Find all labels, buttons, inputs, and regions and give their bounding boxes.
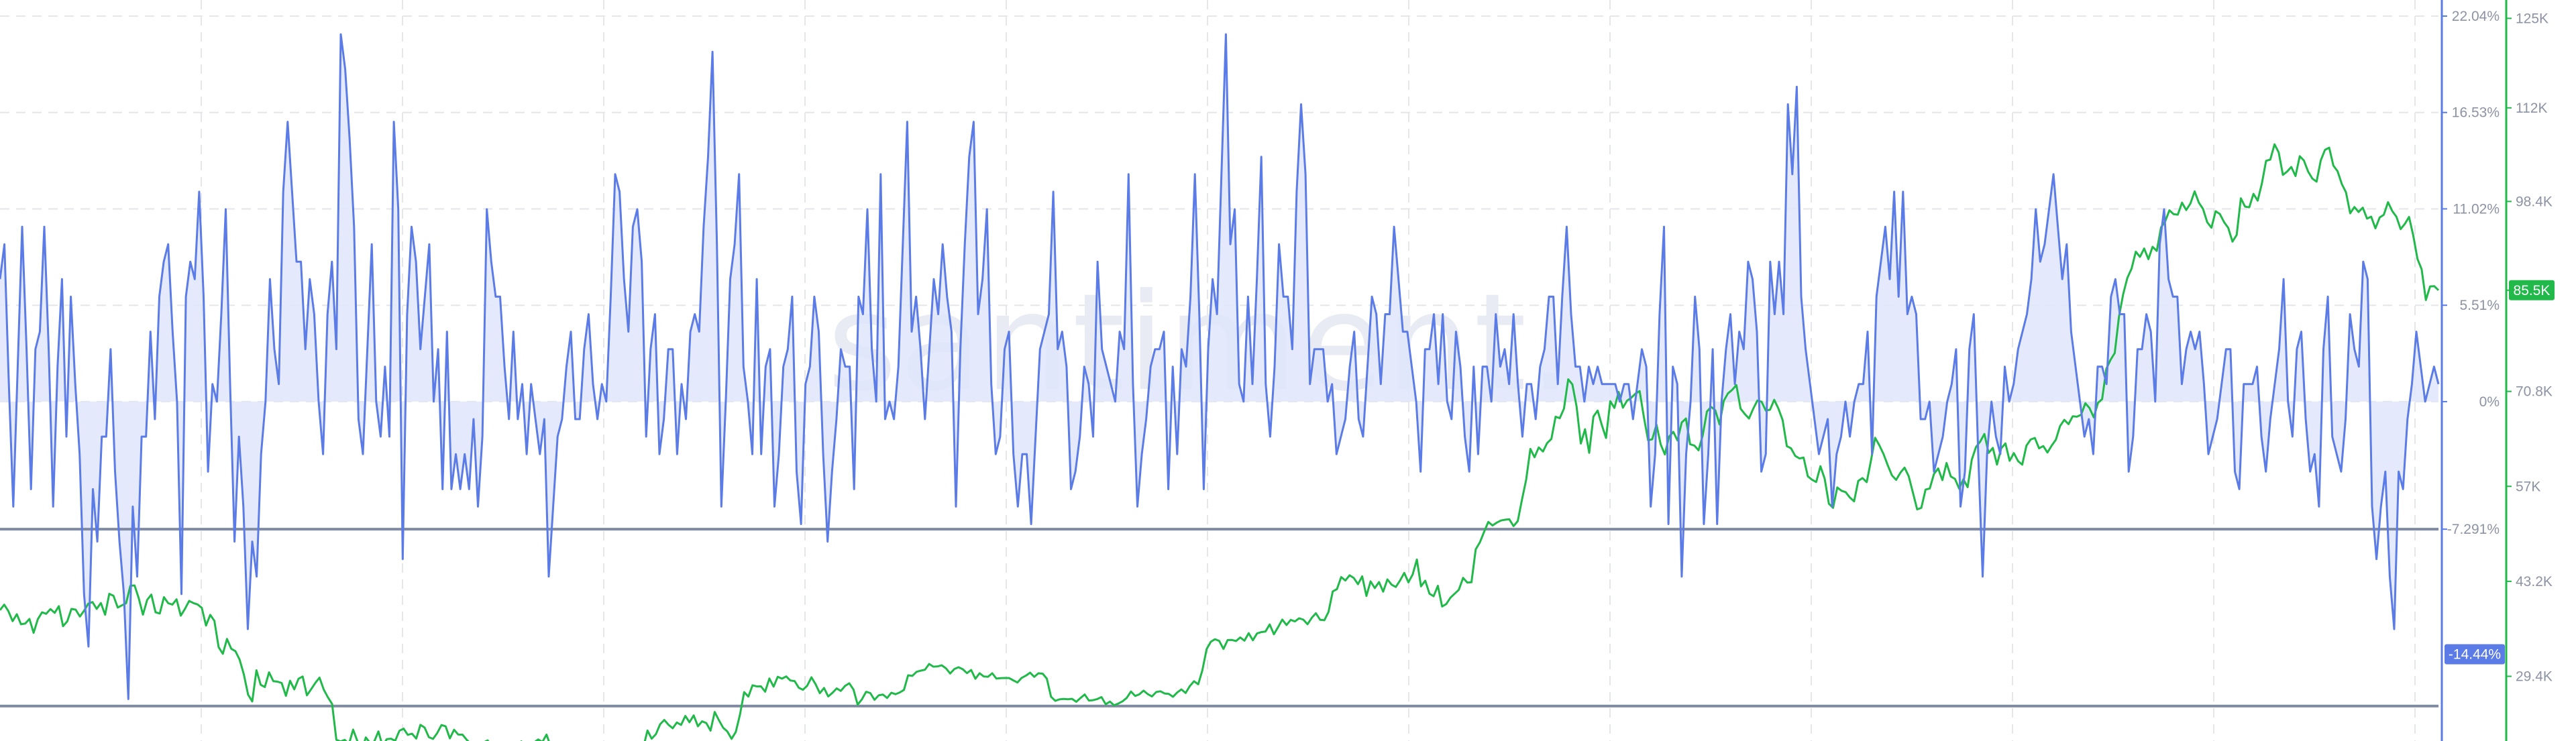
right-tick-label: 98.4K	[2516, 194, 2553, 209]
right-axis-ticks: 125K 112K 98.4K 85.5K 70.8K 57K 43.2K 29.4K	[2506, 11, 2553, 685]
price-badge-background	[2509, 280, 2555, 300]
price-current-value-badge: 85.5K	[2509, 280, 2555, 300]
left-tick-label: -7.291%	[2447, 522, 2500, 537]
right-tick-label: 57K	[2516, 479, 2540, 494]
left-tick-label: 0%	[2479, 394, 2500, 410]
left-tick-label: 11.02%	[2453, 201, 2500, 217]
right-tick-label: 125K	[2516, 11, 2548, 26]
mvrv-current-value-badge: -14.44%	[2445, 644, 2505, 665]
price-badge-label: 85.5K	[2514, 283, 2551, 298]
mvrv-area-fill	[0, 34, 2438, 699]
left-axis-ticks: 22.04% 16.53% 11.02% 5.51% 0% -7.291%	[2442, 9, 2500, 537]
right-tick-label: 70.8K	[2516, 384, 2553, 400]
right-tick-label: 43.2K	[2516, 574, 2553, 589]
left-tick-label: 22.04%	[2452, 9, 2500, 24]
mvrv-badge-label: -14.44%	[2449, 647, 2501, 663]
left-tick-label: 16.53%	[2452, 105, 2500, 121]
value-badges: -14.44% 85.5K	[2445, 280, 2555, 665]
mvrv-series-line	[0, 33, 2440, 700]
left-tick-label: 5.51%	[2459, 298, 2500, 313]
price-series-line	[0, 143, 2440, 741]
right-tick-label: 29.4K	[2516, 669, 2553, 685]
right-tick-label: 112K	[2516, 101, 2548, 116]
mvrv-badge-background	[2445, 644, 2505, 665]
